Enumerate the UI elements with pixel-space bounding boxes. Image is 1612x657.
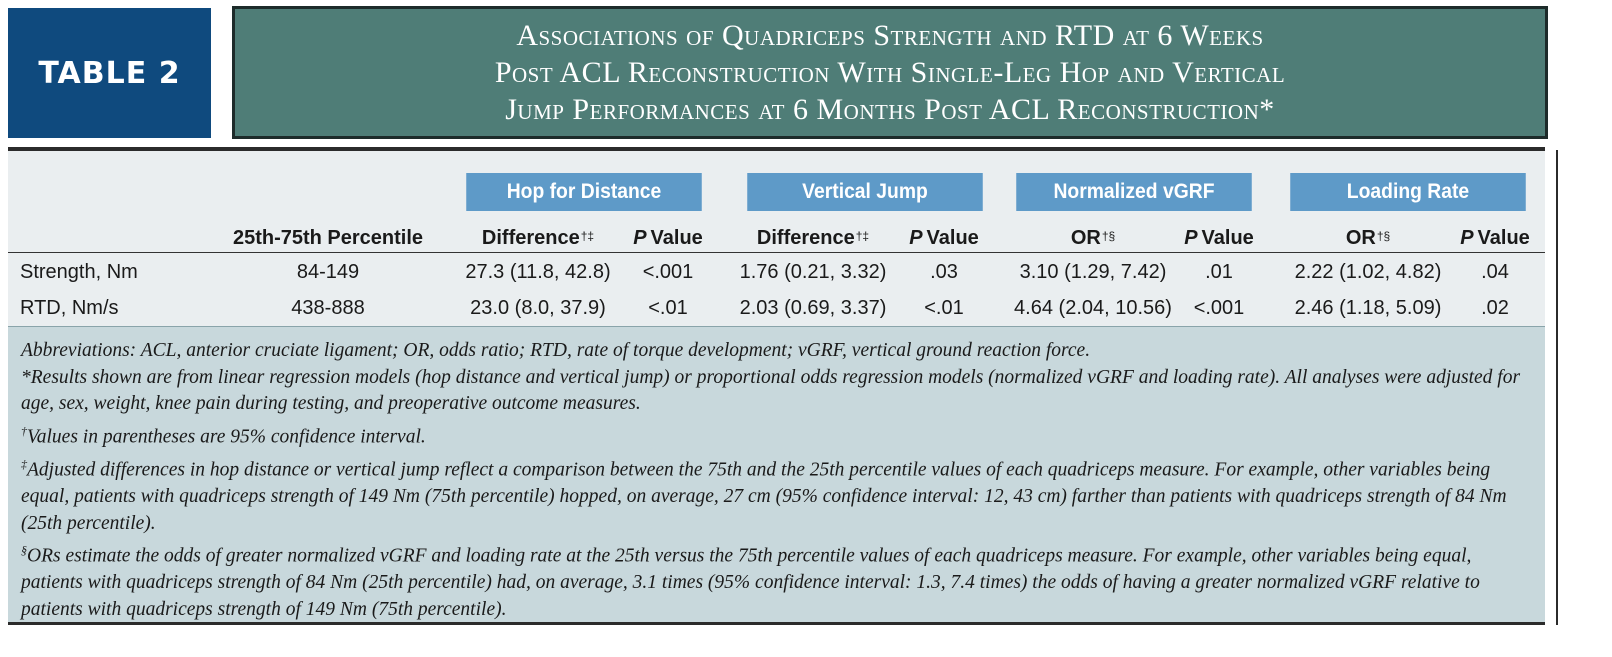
bottom-rule <box>8 622 1545 625</box>
title-line: Post ACL Reconstruction With Single-Leg … <box>494 56 1286 89</box>
cell-hop-diff: 23.0 (8.0, 37.9) <box>470 296 606 319</box>
row-label: Strength, Nm <box>20 260 138 283</box>
title-line: Associations of Quadriceps Strength and … <box>516 19 1264 52</box>
cell-vj-diff: 1.76 (0.21, 3.32) <box>739 260 887 283</box>
col-header-hop-p: P Value <box>633 226 703 249</box>
group-header-vertical-jump: Vertical Jump <box>747 173 983 211</box>
data-table: Hop for Distance Vertical Jump Normalize… <box>8 151 1545 326</box>
footnote-abbreviations: Abbreviations: ACL, anterior cruciate li… <box>21 340 1091 361</box>
title-line: Jump Performances at 6 Months Post ACL R… <box>505 93 1275 126</box>
col-header-vj-p: P Value <box>909 226 979 249</box>
cell-vgrf-or: 3.10 (1.29, 7.42) <box>1019 260 1167 283</box>
footnote-star: *Results shown are from linear regressio… <box>21 366 1521 415</box>
cell-percentile: 84-149 <box>296 260 360 283</box>
cell-hop-diff: 27.3 (11.8, 42.8) <box>465 260 611 283</box>
cell-vj-p: <.01 <box>924 296 964 319</box>
group-header-hop: Hop for Distance <box>466 173 702 211</box>
group-header-loading-rate: Loading Rate <box>1290 173 1526 211</box>
col-header-percentile: 25th-75th Percentile <box>232 226 424 249</box>
table-label-text: TABLE 2 <box>38 55 181 91</box>
col-header-vgrf-p: P Value <box>1184 226 1254 249</box>
col-header-lr-or: OR †§ <box>1345 226 1391 249</box>
top-rule <box>8 147 1545 151</box>
table-row: Strength, Nm 84-149 27.3 (11.8, 42.8) <.… <box>8 254 1545 290</box>
cell-vj-diff: 2.03 (0.69, 3.37) <box>739 296 887 319</box>
col-header-vgrf-or: OR †§ <box>1070 226 1116 249</box>
cell-lr-or: 2.46 (1.18, 5.09) <box>1294 296 1442 319</box>
right-frame-line <box>1556 150 1558 625</box>
cell-lr-p: .04 <box>1481 260 1509 283</box>
cell-percentile: 438-888 <box>291 296 365 319</box>
group-header-vgrf: Normalized vGRF <box>1016 173 1252 211</box>
footnote-double-dagger: ‡Adjusted differences in hop distance or… <box>21 456 1507 534</box>
header-rule <box>8 252 1545 253</box>
footnote-dagger: †Values in parentheses are 95% confidenc… <box>21 423 426 448</box>
col-header-hop-difference: Difference †‡ <box>481 226 595 249</box>
table-footnotes: Abbreviations: ACL, anterior cruciate li… <box>8 326 1545 622</box>
col-header-lr-p: P Value <box>1460 226 1530 249</box>
cell-vgrf-p: .01 <box>1205 260 1233 283</box>
cell-vgrf-p: <.001 <box>1193 296 1245 319</box>
cell-lr-or: 2.22 (1.02, 4.82) <box>1294 260 1442 283</box>
cell-hop-p: <.001 <box>642 260 694 283</box>
cell-hop-p: <.01 <box>648 296 688 319</box>
footnote-section: §ORs estimate the odds of greater normal… <box>21 543 1480 620</box>
cell-lr-p: .02 <box>1481 296 1509 319</box>
table-row: RTD, Nm/s 438-888 23.0 (8.0, 37.9) <.01 … <box>8 290 1545 326</box>
table-label: TABLE 2 <box>8 8 211 138</box>
table-title: Associations of Quadriceps Strength and … <box>232 6 1548 139</box>
cell-vj-p: .03 <box>930 260 958 283</box>
row-label: RTD, Nm/s <box>20 296 119 319</box>
col-header-vj-difference: Difference †‡ <box>756 226 870 249</box>
cell-vgrf-or: 4.64 (2.04, 10.56) <box>1014 296 1172 319</box>
